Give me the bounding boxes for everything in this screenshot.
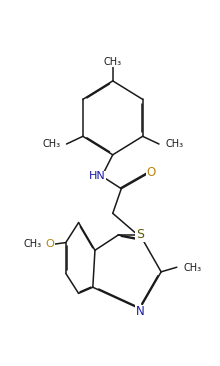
- Text: CH₃: CH₃: [104, 57, 122, 67]
- Text: CH₃: CH₃: [183, 263, 202, 273]
- Text: O: O: [147, 166, 156, 179]
- Text: S: S: [136, 228, 144, 242]
- Text: CH₃: CH₃: [42, 139, 60, 149]
- Text: CH₃: CH₃: [23, 239, 42, 249]
- Text: CH₃: CH₃: [165, 139, 183, 149]
- Text: O: O: [46, 239, 55, 249]
- Text: N: N: [136, 306, 145, 318]
- Text: HN: HN: [89, 171, 105, 182]
